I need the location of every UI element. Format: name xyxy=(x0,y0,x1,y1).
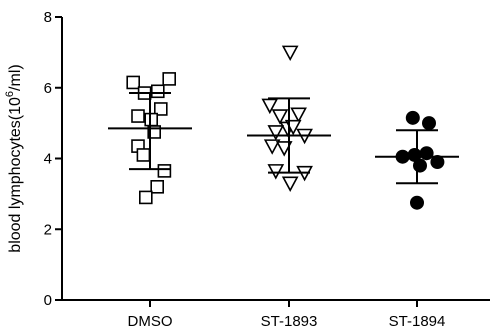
y-tick-label: 4 xyxy=(44,151,52,168)
data-point-triangle xyxy=(267,164,285,180)
data-point-triangle xyxy=(271,109,289,125)
y-label-unit: /ml) xyxy=(7,64,24,91)
y-tick-label: 8 xyxy=(44,9,52,26)
data-point-circle xyxy=(410,195,424,210)
data-point-circle xyxy=(405,110,420,125)
data-point-triangle xyxy=(261,98,279,115)
y-ticks: 0 2 4 6 8 xyxy=(44,9,62,309)
data-point-circle xyxy=(422,116,436,131)
data-point-square xyxy=(144,112,158,127)
data-point-square xyxy=(151,84,165,99)
data-point-triangle xyxy=(275,141,293,157)
data-point-square xyxy=(157,164,172,178)
y-tick-label: 2 xyxy=(44,221,52,238)
data-point-square xyxy=(162,72,176,86)
series-st-1894 xyxy=(375,110,459,210)
data-point-square xyxy=(150,180,164,194)
data-point-square xyxy=(136,148,151,162)
y-tick-label: 0 xyxy=(44,292,52,309)
data-point-square xyxy=(154,102,168,116)
x-ticks: DMSO ST-1893 ST-1894 xyxy=(128,300,446,330)
data-point-triangle xyxy=(263,139,281,155)
y-tick-label: 6 xyxy=(44,80,52,97)
data-point-square xyxy=(131,109,145,123)
data-point-triangle xyxy=(290,107,307,123)
data-point-square xyxy=(139,190,153,205)
x-tick-label: ST-1894 xyxy=(389,313,446,330)
series-st-1893 xyxy=(247,45,331,192)
data-point-triangle xyxy=(281,45,299,62)
plot-area xyxy=(108,45,459,210)
x-tick-label: DMSO xyxy=(128,313,173,330)
data-point-square xyxy=(126,75,140,90)
data-point-triangle xyxy=(267,125,285,141)
data-point-circle xyxy=(413,158,427,173)
series-dmso xyxy=(108,72,192,205)
y-axis-label: blood lymphocytes(106/ml) xyxy=(4,64,24,252)
x-tick-label: ST-1893 xyxy=(261,313,318,330)
data-point-circle xyxy=(419,146,434,161)
y-label-main: blood lymphocytes(10 xyxy=(7,97,24,253)
data-point-triangle xyxy=(281,176,299,192)
data-point-circle xyxy=(430,155,445,170)
y-label-superscript: 6 xyxy=(4,91,16,97)
data-point-circle xyxy=(407,147,422,162)
